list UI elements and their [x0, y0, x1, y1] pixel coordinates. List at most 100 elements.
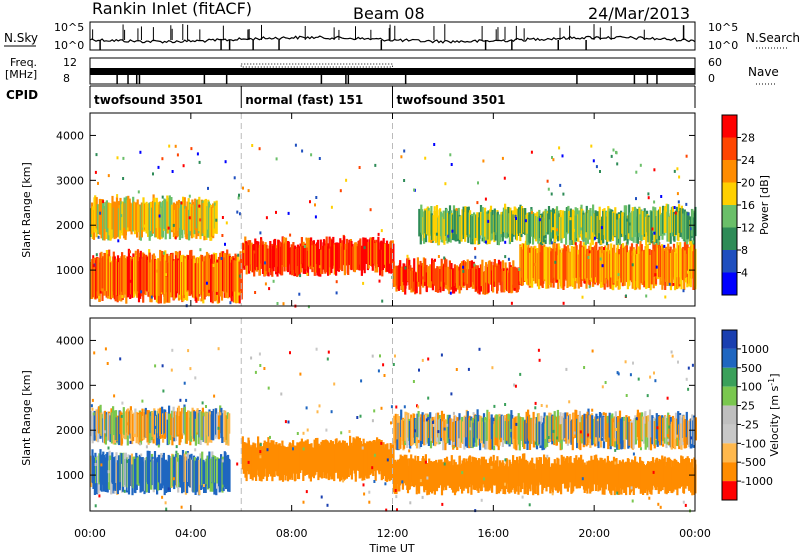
- velocity-ylabel: Slant Range [km]: [20, 370, 33, 466]
- data-speck: [154, 425, 157, 429]
- data-speck: [412, 380, 415, 383]
- data-column: [136, 457, 139, 485]
- data-speck: [521, 495, 524, 499]
- data-speck: [360, 379, 363, 383]
- data-column: [149, 262, 152, 303]
- data-speck: [275, 210, 277, 214]
- velocity-swatch: [722, 330, 737, 349]
- data-speck: [335, 280, 338, 284]
- data-speck: [305, 237, 308, 241]
- data-speck: [289, 351, 291, 355]
- velocity-swatch: [722, 443, 737, 463]
- data-speck: [614, 461, 617, 465]
- data-speck: [692, 240, 695, 244]
- data-speck: [363, 492, 366, 496]
- data-column: [610, 243, 613, 278]
- data-column: [623, 420, 626, 450]
- data-speck: [610, 154, 613, 158]
- xlabel: Time UT: [368, 542, 414, 554]
- data-speck: [676, 167, 679, 171]
- data-column: [662, 245, 665, 286]
- data-column: [522, 417, 525, 448]
- data-speck: [94, 463, 97, 466]
- y-tick-label: 3000: [56, 379, 84, 392]
- data-speck: [284, 420, 287, 424]
- data-speck: [180, 201, 183, 205]
- data-speck: [225, 221, 228, 225]
- data-speck: [267, 386, 270, 390]
- data-speck: [480, 498, 483, 502]
- data-speck: [666, 396, 669, 400]
- data-column: [148, 450, 151, 484]
- data-column: [614, 252, 617, 288]
- data-speck: [251, 144, 254, 147]
- data-speck: [432, 423, 435, 427]
- data-column: [403, 454, 406, 484]
- data-column: [377, 242, 380, 268]
- data-speck: [673, 206, 676, 209]
- data-speck: [380, 229, 383, 233]
- data-speck: [217, 347, 220, 351]
- data-column: [581, 459, 584, 485]
- data-speck: [305, 406, 308, 410]
- data-speck: [175, 445, 178, 449]
- data-speck: [647, 196, 650, 200]
- data-column: [636, 409, 639, 437]
- data-speck: [660, 195, 663, 198]
- data-column: [162, 413, 165, 443]
- data-speck: [455, 368, 458, 371]
- data-speck: [493, 404, 496, 408]
- data-speck: [217, 426, 220, 430]
- data-column: [462, 421, 465, 444]
- data-column: [443, 219, 446, 245]
- nsky-label: N.Sky: [4, 31, 38, 45]
- data-speck: [179, 398, 182, 402]
- data-speck: [116, 194, 119, 198]
- power-colorbar-tick-label: 28: [741, 132, 755, 145]
- freq-unit: [MHz]: [5, 68, 37, 81]
- data-speck: [371, 419, 374, 423]
- data-column: [684, 211, 687, 241]
- data-speck: [340, 431, 343, 435]
- data-speck: [97, 235, 100, 239]
- data-column: [602, 211, 605, 244]
- data-column: [536, 253, 539, 287]
- data-speck: [537, 348, 540, 352]
- data-column: [440, 410, 444, 438]
- velocity-colorbar-tick-label: 100: [741, 381, 762, 394]
- data-column: [194, 198, 197, 230]
- data-column: [548, 246, 551, 285]
- data-speck: [386, 458, 389, 462]
- data-column: [348, 244, 351, 266]
- data-speck: [632, 361, 634, 365]
- data-speck: [515, 422, 518, 426]
- data-speck: [452, 441, 455, 445]
- data-speck: [686, 474, 689, 478]
- data-column: [526, 212, 529, 234]
- data-speck: [302, 447, 305, 451]
- data-column: [424, 454, 427, 483]
- data-speck: [119, 230, 122, 234]
- data-speck: [530, 150, 533, 154]
- data-column: [509, 214, 513, 242]
- data-column: [655, 240, 658, 279]
- data-speck: [640, 447, 642, 451]
- data-column: [645, 416, 648, 438]
- data-speck: [616, 371, 619, 375]
- data-column: [228, 255, 232, 298]
- data-speck: [213, 394, 216, 398]
- data-speck: [504, 255, 507, 259]
- data-speck: [601, 264, 604, 268]
- data-column: [206, 455, 209, 490]
- velocity-swatch: [722, 405, 737, 425]
- data-column: [127, 195, 130, 228]
- data-speck: [94, 170, 97, 174]
- data-speck: [174, 144, 177, 148]
- data-column: [369, 441, 373, 473]
- data-column: [621, 459, 625, 490]
- data-column: [260, 239, 263, 269]
- data-column: [225, 415, 228, 440]
- data-column: [333, 244, 336, 275]
- data-column: [435, 462, 439, 492]
- data-column: [539, 457, 543, 485]
